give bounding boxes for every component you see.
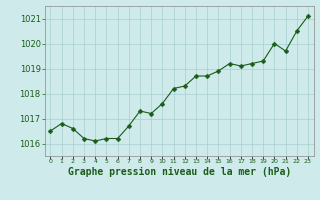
X-axis label: Graphe pression niveau de la mer (hPa): Graphe pression niveau de la mer (hPa) — [68, 167, 291, 177]
